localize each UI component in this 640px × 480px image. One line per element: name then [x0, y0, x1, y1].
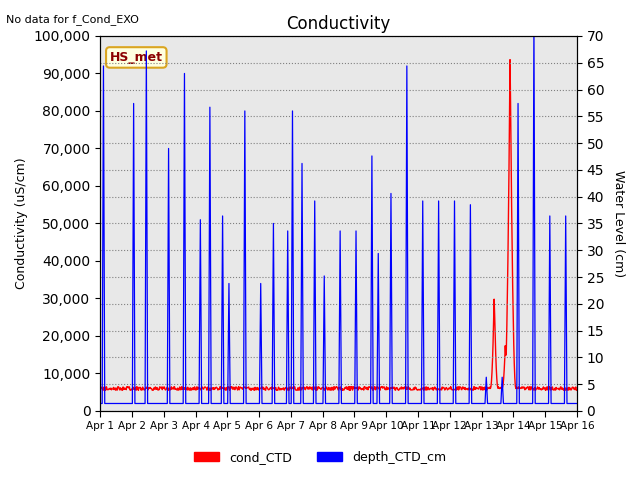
- Legend: cond_CTD, depth_CTD_cm: cond_CTD, depth_CTD_cm: [189, 446, 451, 469]
- Text: HS_met: HS_met: [110, 51, 163, 64]
- Y-axis label: Conductivity (uS/cm): Conductivity (uS/cm): [15, 157, 28, 289]
- Text: No data for f_Cond_EXO: No data for f_Cond_EXO: [6, 14, 140, 25]
- Y-axis label: Water Level (cm): Water Level (cm): [612, 170, 625, 277]
- Title: Conductivity: Conductivity: [287, 15, 390, 33]
